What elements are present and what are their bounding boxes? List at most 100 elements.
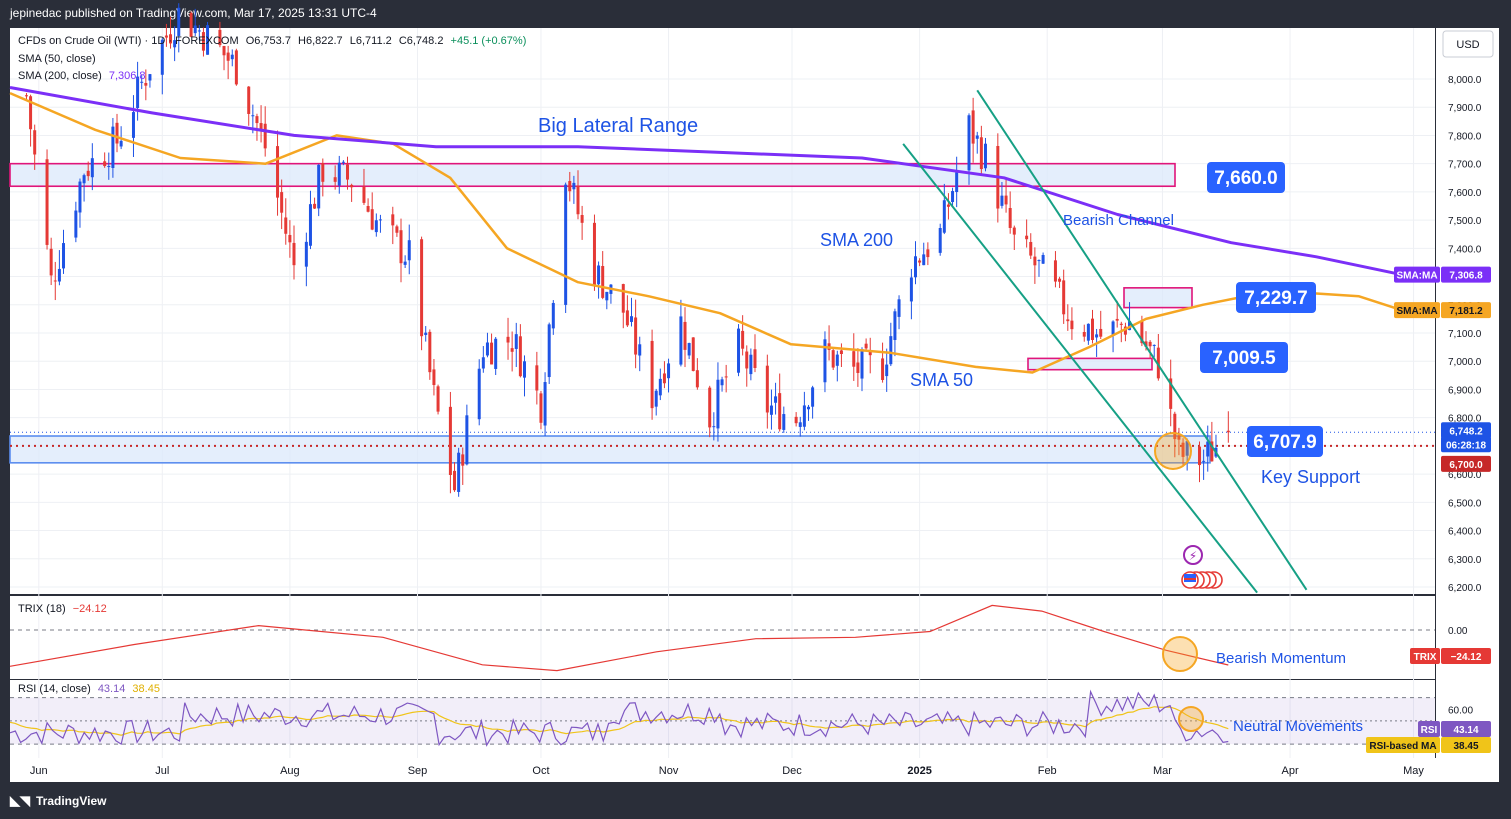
countdown-tag-bg [1441,436,1491,453]
candle-body [551,302,555,329]
price-tick-label: 7,900.0 [1448,103,1482,114]
candle-body [490,342,494,365]
candle-body [173,40,177,48]
candle-body [395,226,399,233]
price-zone [9,435,1211,464]
rsi-ma-tag-value-bg [1441,737,1491,753]
candle-body [922,254,926,266]
candle-body [1181,442,1185,457]
level-label: 7,229.7 [1244,288,1307,309]
support-price-tag-bg [1441,455,1491,472]
candle-body [164,35,168,38]
footer-brand[interactable]: ◣◥ TradingView [10,793,106,809]
candle-body [57,268,61,282]
sma200-legend[interactable]: SMA (200, close) 7,306.8 [18,70,146,82]
trix-pane[interactable] [10,596,1435,679]
sma200-annotation: SMA 200 [820,230,893,250]
candle-body [494,338,498,369]
candle-body [769,405,773,415]
candle-body [654,390,658,407]
candle-body [942,200,946,233]
candle-body [280,192,284,213]
main-pane[interactable] [10,28,1435,594]
time-axis[interactable] [10,758,1499,782]
symbol-name[interactable]: CFDs on Crude Oil (WTI) · 1D · FOREXCOM [18,35,239,47]
candle-body [580,215,584,223]
candle-body [638,344,642,356]
level-label: 6,707.9 [1253,432,1316,453]
candle-body [679,316,683,365]
price-axis[interactable] [1436,28,1499,758]
sma200-tag-value: 7,306.8 [1449,271,1483,282]
candle-body [1000,195,1004,206]
currency-label: USD [1456,39,1479,51]
rsi-legend[interactable]: RSI (14, close) 43.14 38.45 [18,683,160,695]
candle-body [737,328,741,373]
last-price-tag-bg [1441,422,1491,439]
candle-body [1095,334,1099,338]
trix-tag-value-bg [1441,648,1491,664]
time-tick-label: May [1403,765,1424,777]
candle-body [362,186,366,203]
candle-body [1111,321,1115,335]
candle-body [140,81,144,83]
time-tick-label: Jul [155,765,169,777]
candle-body [909,277,913,302]
candle-body [407,240,411,261]
candle-body [634,317,638,355]
candle-body [49,248,53,276]
axis-labels: 8,000.0 7,900.0 7,800.0 7,700.0 7,600.0 7,500… [30,30,1494,777]
price-tick-label: 6,600.0 [1448,470,1482,481]
sma50-legend-label: SMA (50, close) [18,53,96,65]
candle-body [683,321,687,350]
candle-body [1144,341,1148,347]
price-tick-label: 6,200.0 [1448,583,1482,594]
candle-body [695,370,699,388]
support-price-tag: 6,700.0 [1449,460,1483,471]
candle-body [839,350,843,355]
key-support-label: Key Support [1261,467,1360,487]
candle-body [276,146,280,198]
sma50-tag-value: 7,181.2 [1449,306,1483,317]
candle-body [247,86,251,114]
bearish-channel [902,89,1308,594]
candle-body [111,126,115,168]
candle-body [778,393,782,430]
candle-body [745,351,749,369]
candle-body [889,336,893,365]
ohlc-high: H6,822.7 [298,35,343,47]
trix-tag-name-bg [1410,648,1440,664]
event-flash-icon [1183,545,1203,565]
currency-button [1442,30,1494,58]
time-tick-label: Mar [1153,765,1172,777]
support-highlight-circle [1154,432,1192,470]
candle-body [292,242,296,266]
candle-body [74,210,78,238]
candle-body [806,406,810,410]
candle-body [90,158,94,178]
trix-line [9,604,1229,672]
candle-body [222,46,226,56]
candle-body [753,349,757,368]
trix-legend[interactable]: TRIX (18) −24.12 [18,603,107,615]
bearish-channel-label: Bearish Channel [1063,212,1174,229]
rsi-tag-name-bg [1418,721,1440,737]
sma50-tag-value-bg [1441,302,1491,319]
candle-body [420,239,424,337]
candle-body [955,172,959,193]
sma200-tag-name-bg [1394,266,1440,283]
candle-body [835,354,839,366]
candle-body [708,387,712,428]
candle-body [346,164,350,180]
candle-body [860,349,864,379]
sma50-legend[interactable]: SMA (50, close) [18,53,96,65]
candle-body [979,137,983,170]
candle-body [831,350,835,368]
price-tick-label: 6,300.0 [1448,555,1482,566]
candle-body [893,311,897,340]
candle-body [399,230,403,264]
rsi-upper-tick: 60.00 [1448,705,1473,716]
candle-body [514,334,518,349]
